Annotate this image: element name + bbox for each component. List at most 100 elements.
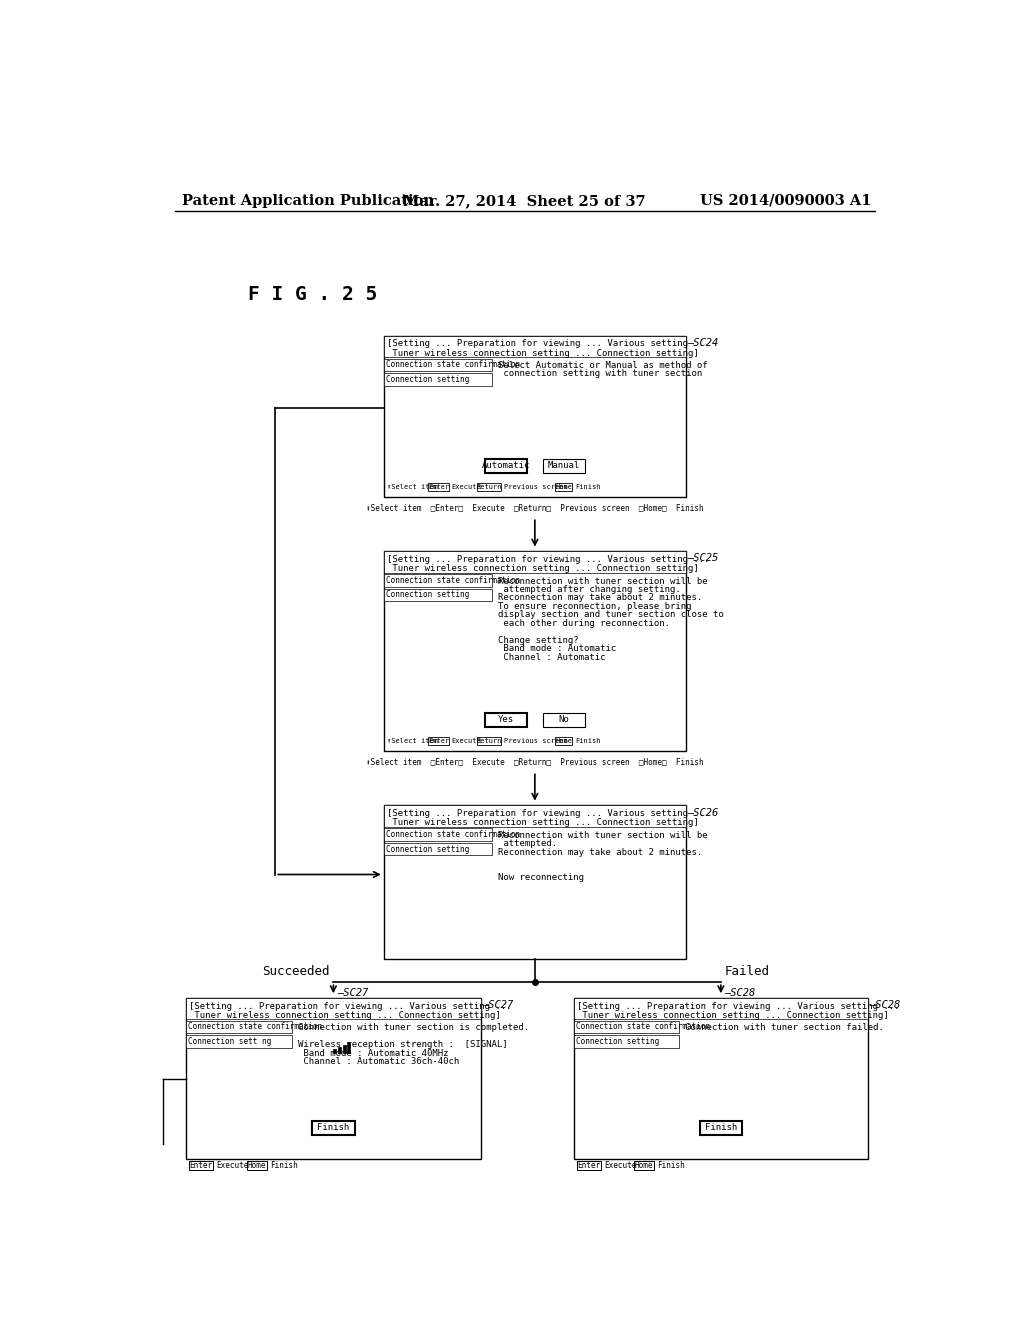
Text: Finish: Finish xyxy=(317,1123,349,1133)
Text: Change setting?: Change setting? xyxy=(499,636,580,644)
Bar xyxy=(543,459,586,473)
Text: Connection setting: Connection setting xyxy=(386,590,469,599)
Bar xyxy=(384,574,493,586)
Bar xyxy=(573,1020,679,1034)
Bar xyxy=(484,713,527,726)
Text: Enter: Enter xyxy=(428,738,450,744)
Text: Home: Home xyxy=(555,484,572,490)
Text: —SC28: —SC28 xyxy=(869,1001,901,1010)
Text: Previous screen: Previous screen xyxy=(504,484,568,490)
Text: Enter: Enter xyxy=(189,1162,213,1170)
Bar xyxy=(343,1044,346,1053)
Bar xyxy=(189,1162,213,1170)
Bar xyxy=(543,713,586,726)
Bar xyxy=(555,738,572,744)
Text: each other during reconnection.: each other during reconnection. xyxy=(499,619,671,628)
Text: To ensure reconnection, please bring: To ensure reconnection, please bring xyxy=(499,602,692,611)
Text: Connection state confirmation: Connection state confirmation xyxy=(575,1023,710,1031)
Bar xyxy=(699,1121,742,1135)
Text: Reconnection may take about 2 minutes.: Reconnection may take about 2 minutes. xyxy=(499,847,702,857)
Text: Execute: Execute xyxy=(452,738,481,744)
Text: [Setting ... Preparation for viewing ... Various setting ...: [Setting ... Preparation for viewing ...… xyxy=(189,1002,512,1011)
Bar xyxy=(334,1049,337,1053)
Bar xyxy=(634,1162,654,1170)
Bar xyxy=(477,738,501,744)
Bar xyxy=(384,843,493,855)
Text: Previous screen: Previous screen xyxy=(504,738,568,744)
Text: Connection setting: Connection setting xyxy=(575,1038,659,1045)
Text: Band mode : Automatic: Band mode : Automatic xyxy=(499,644,616,653)
Text: Succeeded: Succeeded xyxy=(262,965,330,978)
Bar xyxy=(384,552,686,751)
Text: Select Automatic or Manual as method of: Select Automatic or Manual as method of xyxy=(499,360,708,370)
Text: Return: Return xyxy=(476,484,502,490)
Text: Connection state confirmation: Connection state confirmation xyxy=(386,830,520,840)
Text: Execute: Execute xyxy=(452,484,481,490)
Text: Tuner wireless connection setting ... Connection setting]: Tuner wireless connection setting ... Co… xyxy=(387,348,698,358)
Text: connection setting with tuner section: connection setting with tuner section xyxy=(499,370,702,379)
Text: ⬆Select item: ⬆Select item xyxy=(387,484,438,490)
Text: Return: Return xyxy=(476,738,502,744)
Bar xyxy=(573,998,868,1019)
Text: —SC28: —SC28 xyxy=(725,989,756,998)
Bar xyxy=(384,359,493,371)
Text: Reconnection with tuner section will be: Reconnection with tuner section will be xyxy=(499,577,708,586)
Bar xyxy=(484,459,527,473)
Text: —SC26: —SC26 xyxy=(687,808,719,817)
Text: Yes: Yes xyxy=(498,715,514,725)
Text: Execute: Execute xyxy=(604,1162,636,1170)
Bar xyxy=(384,335,686,356)
Bar xyxy=(477,483,501,491)
Bar xyxy=(428,738,449,744)
Text: Connection state confirmation: Connection state confirmation xyxy=(386,360,520,370)
Text: Connection state confirmation: Connection state confirmation xyxy=(188,1023,323,1031)
Text: Channel : Automatic: Channel : Automatic xyxy=(499,653,606,661)
Text: F I G . 2 5: F I G . 2 5 xyxy=(248,285,378,305)
Text: Patent Application Publication: Patent Application Publication xyxy=(182,194,434,207)
Bar xyxy=(347,1043,350,1053)
Text: ⬆Select item  □Enter□  Execute  □Return□  Previous screen  □Home□  Finish: ⬆Select item □Enter□ Execute □Return□ Pr… xyxy=(366,503,703,512)
Text: Enter: Enter xyxy=(428,484,450,490)
Text: —SC25: —SC25 xyxy=(687,553,719,564)
Text: [Setting ... Preparation for viewing ... Various setting ...: [Setting ... Preparation for viewing ...… xyxy=(387,339,710,348)
Text: attempted.: attempted. xyxy=(499,840,558,847)
Text: Connection with tuner section is completed.: Connection with tuner section is complet… xyxy=(298,1023,528,1032)
Text: —SC27: —SC27 xyxy=(482,1001,513,1010)
Text: Automatic: Automatic xyxy=(481,461,530,470)
Bar xyxy=(384,829,493,841)
Text: Reconnection with tuner section will be: Reconnection with tuner section will be xyxy=(499,830,708,840)
Bar xyxy=(247,1162,266,1170)
Bar xyxy=(186,1035,292,1048)
Text: Finish: Finish xyxy=(575,484,601,490)
Bar xyxy=(428,483,449,491)
Bar xyxy=(384,335,686,498)
Text: Home: Home xyxy=(555,738,572,744)
Text: attempted after changing setting.: attempted after changing setting. xyxy=(499,585,681,594)
Text: display section and tuner section close to: display section and tuner section close … xyxy=(499,610,724,619)
Text: Connection state confirmation: Connection state confirmation xyxy=(386,576,520,585)
Text: US 2014/0090003 A1: US 2014/0090003 A1 xyxy=(700,194,872,207)
Text: Wireless reception strength :  [SIGNAL]: Wireless reception strength : [SIGNAL] xyxy=(298,1040,507,1049)
Bar xyxy=(338,1047,341,1053)
Text: Finish: Finish xyxy=(270,1162,298,1170)
Bar xyxy=(573,998,868,1159)
Text: [Setting ... Preparation for viewing ... Various setting ...: [Setting ... Preparation for viewing ...… xyxy=(577,1002,899,1011)
Text: Connection setting: Connection setting xyxy=(386,845,469,854)
Text: [Setting ... Preparation for viewing ... Various setting ...: [Setting ... Preparation for viewing ...… xyxy=(387,554,710,564)
Text: Home: Home xyxy=(248,1162,266,1170)
Text: Now reconnecting: Now reconnecting xyxy=(499,873,585,882)
Text: Connection sett ng: Connection sett ng xyxy=(188,1038,271,1045)
Text: No: No xyxy=(558,715,569,725)
Bar xyxy=(384,589,493,601)
Bar xyxy=(384,805,686,960)
Text: —SC27: —SC27 xyxy=(337,989,369,998)
Text: Reconnection may take about 2 minutes.: Reconnection may take about 2 minutes. xyxy=(499,594,702,602)
Bar xyxy=(186,998,480,1159)
Text: Tuner wireless connection setting ... Connection setting]: Tuner wireless connection setting ... Co… xyxy=(387,564,698,573)
Text: Home: Home xyxy=(635,1162,653,1170)
Text: Connection with tuner section failed.: Connection with tuner section failed. xyxy=(685,1023,884,1032)
Text: Channel : Automatic 36ch-40ch: Channel : Automatic 36ch-40ch xyxy=(298,1057,459,1067)
Text: Execute: Execute xyxy=(216,1162,249,1170)
Bar xyxy=(555,483,572,491)
Text: Tuner wireless connection setting ... Connection setting]: Tuner wireless connection setting ... Co… xyxy=(189,1011,501,1020)
